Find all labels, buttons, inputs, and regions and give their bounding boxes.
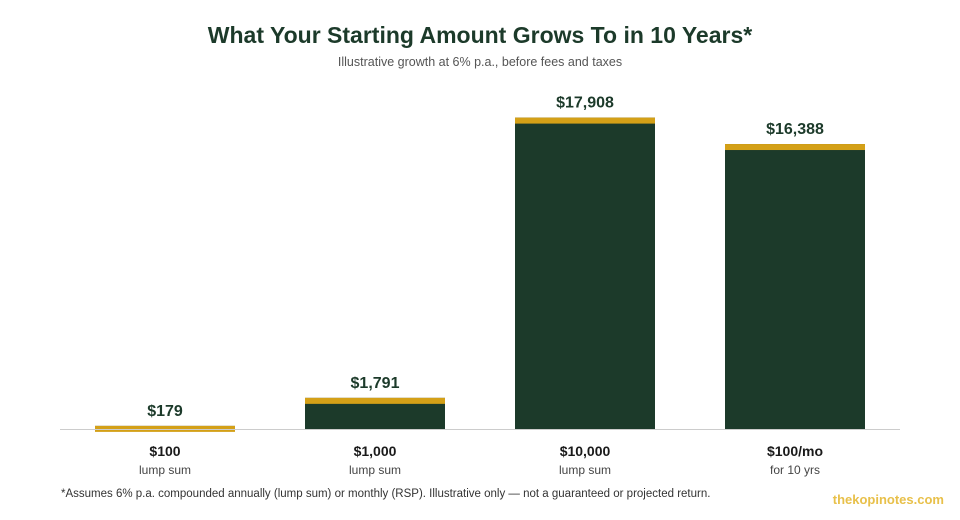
- data-label: $179: [147, 403, 183, 420]
- bar: [515, 117, 655, 429]
- bar-cap: [725, 144, 865, 151]
- data-label: $1,791: [351, 375, 400, 392]
- x-tick-label: $100/mo: [767, 443, 823, 459]
- x-tick-label: $10,000: [560, 443, 611, 459]
- x-tick-sublabel: lump sum: [139, 463, 191, 477]
- watermark: thekopinotes.com: [832, 492, 944, 507]
- bar: [725, 144, 865, 429]
- data-label: $16,388: [766, 121, 824, 138]
- chart-title: What Your Starting Amount Grows To in 10…: [207, 22, 753, 48]
- x-tick-sublabel: lump sum: [559, 463, 611, 477]
- x-tick-sublabel: lump sum: [349, 463, 401, 477]
- x-tick-label: $1,000: [354, 443, 397, 459]
- x-tick-sublabel: for 10 yrs: [770, 463, 820, 477]
- footnote: *Assumes 6% p.a. compounded annually (lu…: [61, 488, 711, 500]
- chart-subtitle: Illustrative growth at 6% p.a., before f…: [337, 55, 623, 69]
- bar-cap: [305, 397, 445, 404]
- bar-cap: [95, 425, 235, 432]
- bar-cap: [515, 117, 655, 124]
- x-tick-label: $100: [149, 443, 180, 459]
- data-label: $17,908: [556, 95, 614, 112]
